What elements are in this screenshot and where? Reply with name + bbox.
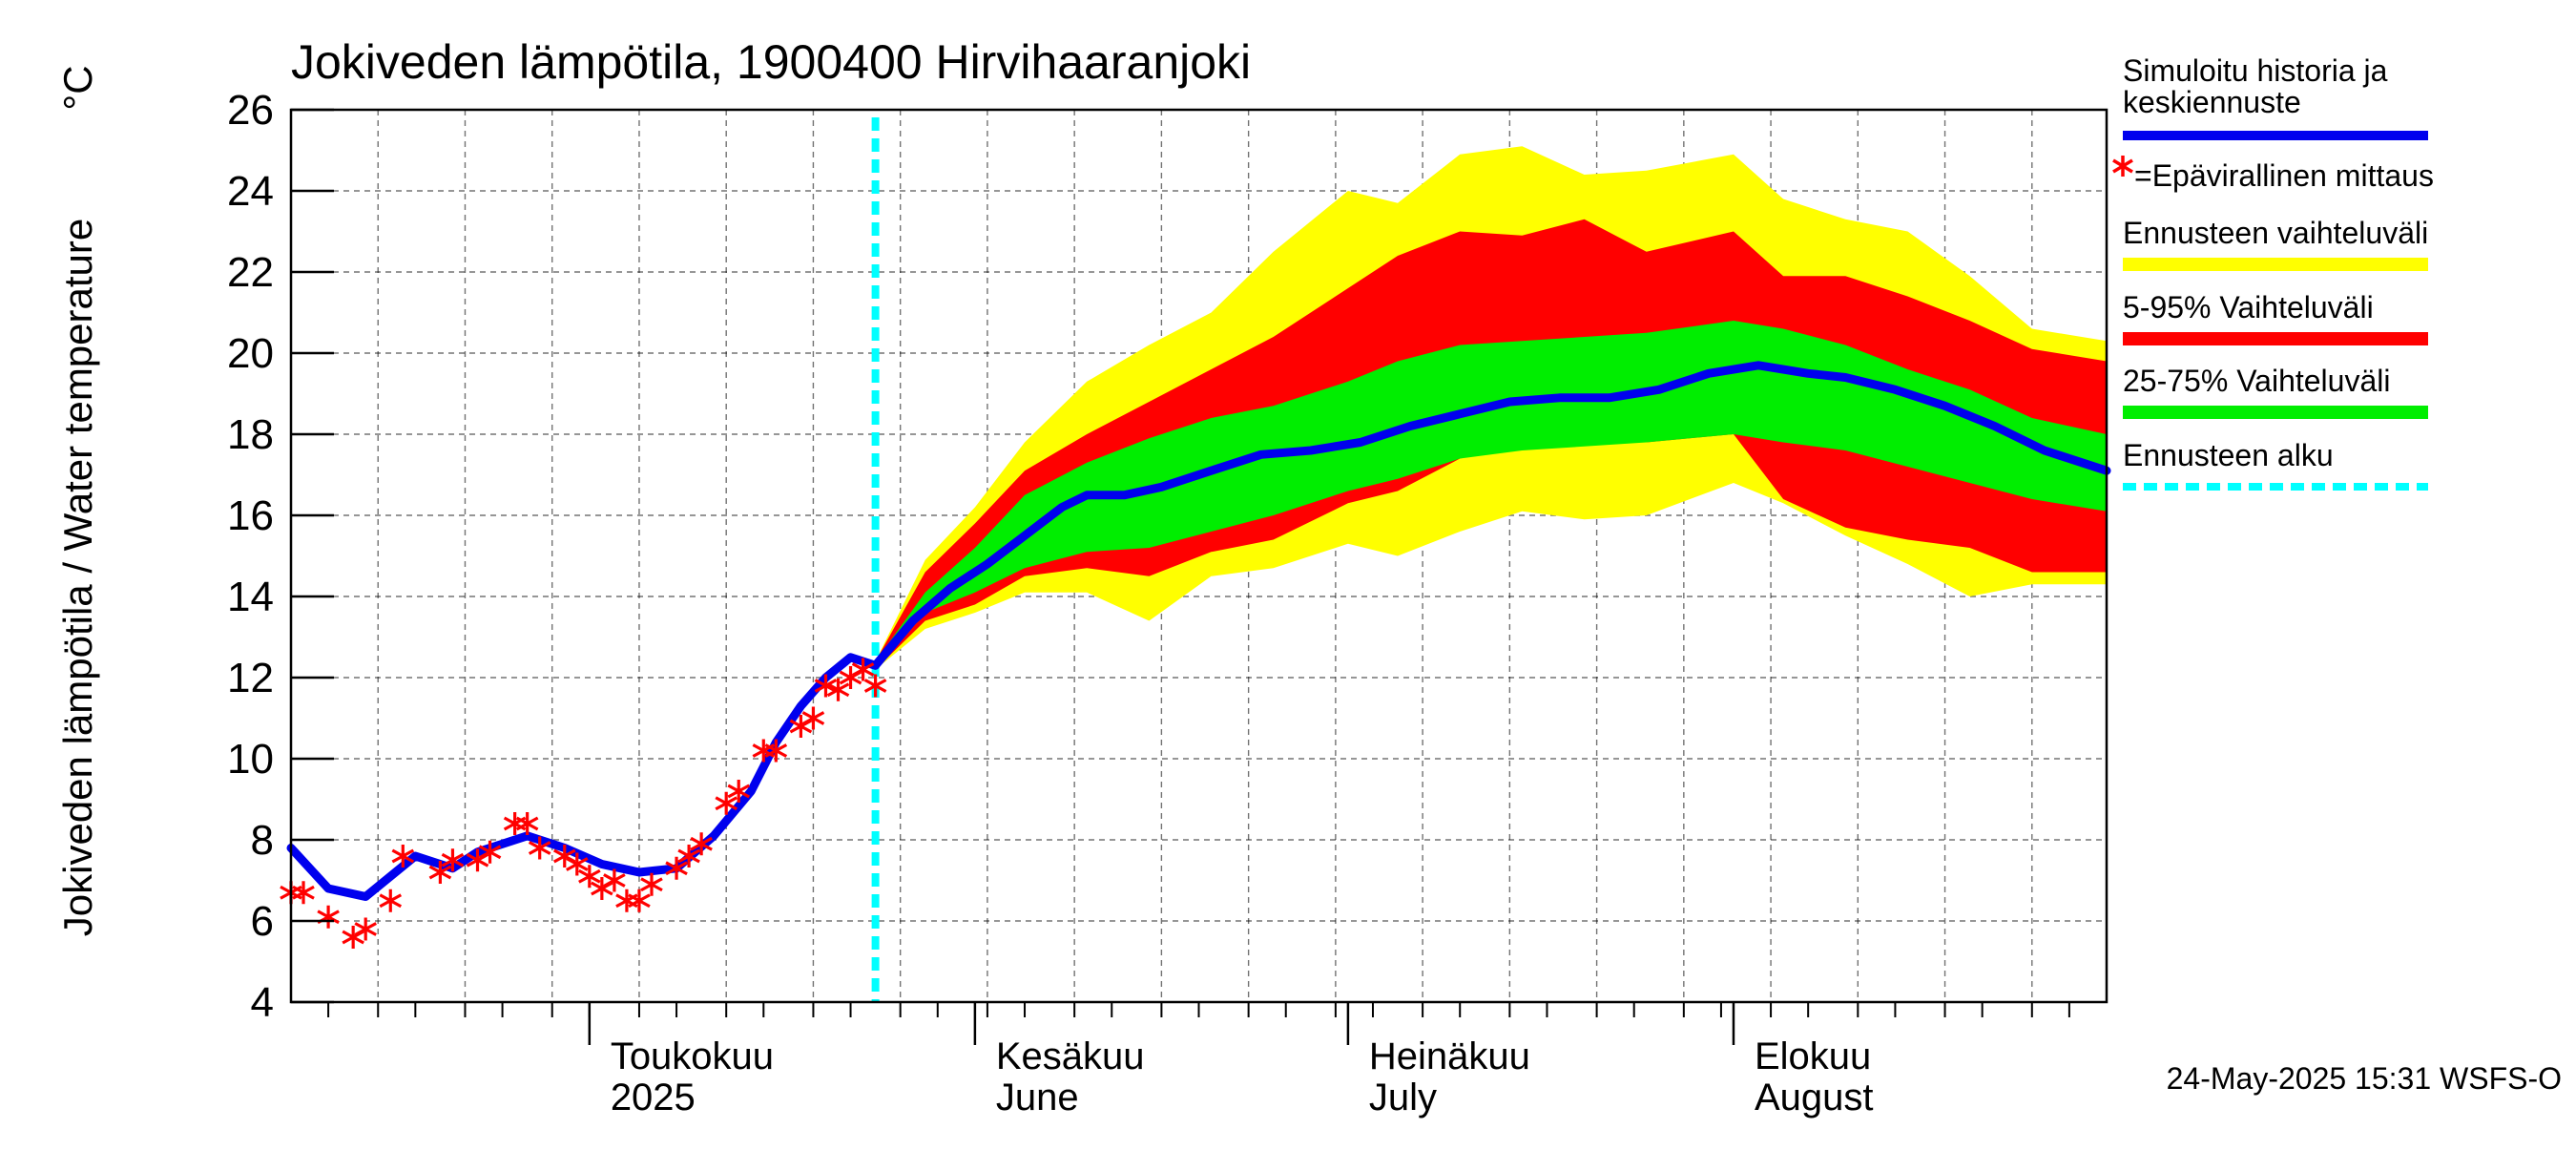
observation-point [665,856,688,880]
observation-point [715,791,737,815]
legend-label-forecast-start: Ennusteen alku [2123,438,2334,472]
observation-point [391,845,415,868]
y-tick-label: 20 [227,330,274,377]
observation-point [628,889,651,912]
y-tick-label: 4 [251,979,274,1026]
observation-point [690,832,713,856]
observation-point [566,852,589,876]
observation-point [801,706,825,730]
observation-point [863,674,887,698]
legend-label-measurement: =Epävirallinen mittaus [2134,158,2434,193]
y-tick-label: 6 [251,898,274,945]
y-tick-label: 16 [227,492,274,539]
x-month-label-en: 2025 [611,1077,696,1119]
x-month-label-fi: Toukokuu [611,1035,774,1077]
y-axis-unit: °C [55,65,100,110]
x-month-label-fi: Heinäkuu [1369,1035,1530,1077]
y-tick-label: 22 [227,249,274,296]
observation-point [814,674,838,698]
y-tick-label: 8 [251,817,274,864]
legend: Simuloitu historia ja keskiennuste =Epäv… [2112,53,2434,491]
x-month-label-fi: Elokuu [1755,1035,1871,1077]
band-25-75 [875,321,2107,670]
observation-point [640,872,663,896]
x-month-label-en: July [1369,1077,1437,1119]
y-tick-label: 26 [227,87,274,134]
y-tick-label: 14 [227,574,274,620]
y-tick-label: 18 [227,411,274,458]
observation-point [826,678,850,701]
legend-swatch-measurement-star [2112,156,2133,177]
y-tick-label: 24 [227,168,274,215]
observation-point [764,739,788,763]
legend-label-simulated-1: Simuloitu historia ja [2123,53,2388,88]
observation-point [478,840,502,864]
y-tick-label: 12 [227,655,274,701]
observation-point [677,845,700,868]
observation-point [851,658,875,681]
y-axis-label: Jokiveden lämpötila / Water temperature [55,219,100,936]
observation-point [727,780,750,803]
legend-label-full-range: Ennusteen vaihteluväli [2123,216,2428,250]
observation-point [379,889,403,912]
observation-layer [280,658,887,949]
chart-title: Jokiveden lämpötila, 1900400 Hirvihaaran… [291,35,1251,89]
observation-point [515,812,539,835]
x-month-label-en: August [1755,1077,1874,1119]
observation-point [603,868,626,892]
observation-point [292,881,315,905]
x-month-label-fi: Kesäkuu [996,1035,1145,1077]
legend-label-5-95: 5-95% Vaihteluväli [2123,290,2374,324]
observation-point [354,917,377,941]
observation-point [528,836,551,860]
observation-point [441,848,465,872]
legend-label-25-75: 25-75% Vaihteluväli [2123,364,2390,398]
observation-point [428,861,452,884]
x-month-label-en: June [996,1077,1079,1119]
observation-point [578,865,601,889]
timestamp-label: 24-May-2025 15:31 WSFS-O [2167,1061,2562,1096]
y-tick-label: 10 [227,736,274,783]
legend-label-simulated-2: keskiennuste [2123,85,2301,119]
